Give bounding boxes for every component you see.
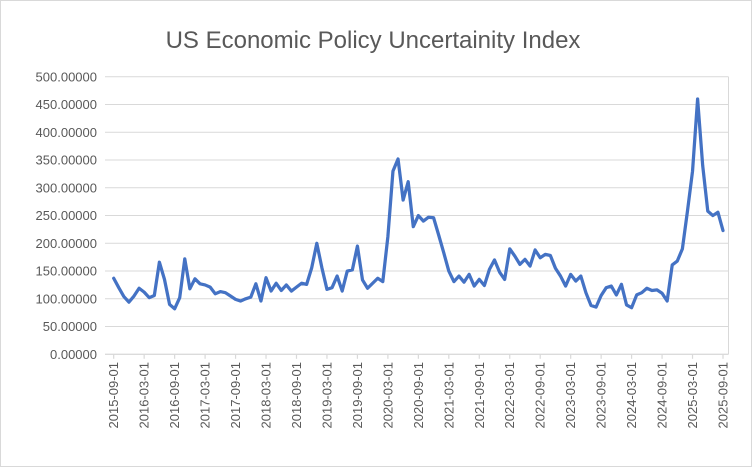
x-axis-label: 2019-03-01: [319, 362, 334, 429]
y-axis-label: 400.00000: [36, 125, 97, 140]
x-axis-label: 2017-03-01: [198, 362, 213, 429]
y-axis-label: 50.00000: [43, 319, 97, 334]
x-axis-label: 2018-09-01: [289, 362, 304, 429]
x-axis-label: 2020-03-01: [380, 362, 395, 429]
y-axis-label: 300.00000: [36, 180, 97, 195]
y-axis-label: 350.00000: [36, 153, 97, 168]
x-axis-label: 2017-09-01: [228, 362, 243, 429]
x-axis-label: 2024-09-01: [655, 362, 670, 429]
x-axis-label: 2025-09-01: [716, 362, 731, 429]
x-axis-label: 2023-03-01: [563, 362, 578, 429]
y-axis-label: 100.00000: [36, 291, 97, 306]
x-axis-label: 2020-09-01: [411, 362, 426, 429]
x-axis-label: 2021-03-01: [441, 362, 456, 429]
y-axis: 0.00000 50.00000 100.00000 150.00000 200.000…: [36, 69, 97, 362]
x-axis-label: 2022-03-01: [502, 362, 517, 429]
x-axis-label: 2015-09-01: [106, 362, 121, 429]
y-axis-label: 250.00000: [36, 208, 97, 223]
y-axis-label: 500.00000: [36, 69, 97, 84]
x-axis-label: 2021-09-01: [472, 362, 487, 429]
x-axis-label: 2022-09-01: [533, 362, 548, 429]
x-axis-label: 2023-09-01: [594, 362, 609, 429]
x-axis-label: 2018-03-01: [259, 362, 274, 429]
x-axis-label: 2016-03-01: [137, 362, 152, 429]
chart-title: US Economic Policy Uncertainity Index: [166, 27, 581, 54]
y-axis-label: 150.00000: [36, 264, 97, 279]
x-axis-label: 2016-09-01: [167, 362, 182, 429]
y-axis-label: 200.00000: [36, 236, 97, 251]
epu-series-line: [112, 97, 725, 311]
y-axis-label: 450.00000: [36, 97, 97, 112]
x-axis-label: 2025-03-01: [685, 362, 700, 429]
x-axis-label: 2019-09-01: [350, 362, 365, 429]
x-axis: 2015-09-01 2016-03-01 2016-09-01 2017-03-01…: [105, 353, 731, 429]
x-axis-label: 2024-03-01: [624, 362, 639, 429]
y-axis-label: 0.00000: [50, 347, 97, 362]
